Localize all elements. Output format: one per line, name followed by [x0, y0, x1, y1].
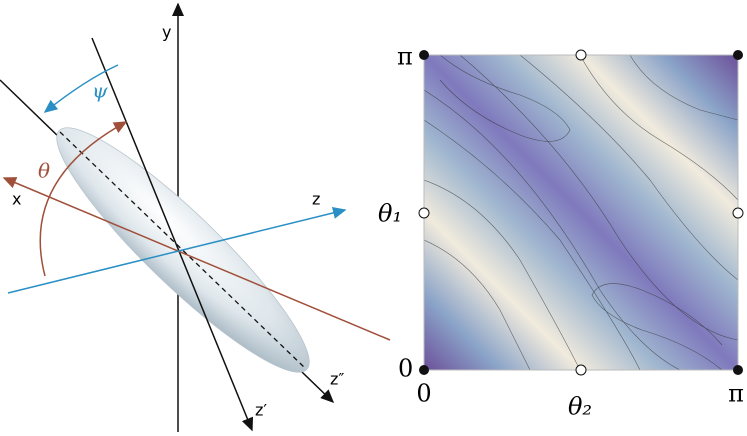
- z-axis: [7, 207, 347, 294]
- contour-lines: [424, 55, 738, 370]
- open-point: [575, 364, 587, 376]
- theta-label: θ: [38, 159, 50, 183]
- z-prime-label: z′: [255, 401, 267, 420]
- y-label: y: [162, 23, 171, 42]
- x-axis-label: θ₂: [568, 393, 592, 421]
- psi-arc: [43, 64, 119, 113]
- ellipsoid-diagram: y ψ θ x z z″ z′: [0, 2, 391, 432]
- x-left-label: 0: [416, 380, 431, 408]
- ellipsoid-axis: [59, 131, 306, 369]
- z-prime-axis: [91, 37, 254, 432]
- filled-point: [733, 50, 743, 60]
- z-double-prime-label: z″: [330, 370, 344, 389]
- open-point: [418, 207, 430, 219]
- fixed-points: [418, 49, 744, 376]
- theta-arc: [39, 121, 128, 277]
- x-label: x: [12, 190, 21, 209]
- x-axis: [2, 177, 391, 341]
- x-right-label: π: [728, 380, 744, 408]
- open-point: [575, 49, 587, 61]
- psi-label: ψ: [92, 79, 108, 103]
- filled-point: [733, 365, 743, 375]
- contour-plot: π θ₁ 0 0 θ₂ π: [378, 43, 744, 421]
- filled-point: [419, 365, 429, 375]
- open-point: [732, 207, 744, 219]
- z-label: z: [312, 190, 320, 209]
- y-axis-label: θ₁: [378, 200, 402, 228]
- y-top-label: π: [397, 43, 413, 71]
- contour-field: [424, 55, 738, 370]
- y-bottom-label: 0: [398, 355, 413, 383]
- filled-point: [419, 50, 429, 60]
